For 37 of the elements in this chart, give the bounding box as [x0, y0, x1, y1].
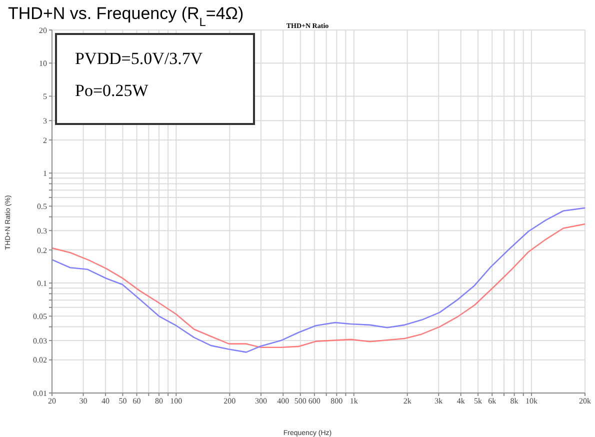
x-tick-label: 20k — [579, 396, 591, 406]
x-tick-label: 2k — [403, 396, 412, 406]
annotation: PVDD=5.0V/3.7V — [75, 49, 204, 69]
x-tick-label: 5k — [474, 396, 482, 406]
x-tick-label: 8k — [510, 396, 518, 406]
x-tick-label: 60 — [132, 396, 141, 406]
x-tick-label: 200 — [224, 396, 236, 406]
y-tick-label: 0.05 — [33, 312, 47, 321]
y-tick-label: 0.1 — [37, 278, 47, 288]
x-tick-label: 40 — [101, 396, 110, 406]
x-tick-label: 100 — [170, 396, 182, 406]
y-tick-label: 0.03 — [33, 336, 47, 346]
x-tick-label: 30 — [79, 396, 88, 406]
x-tick-label: 80 — [154, 396, 163, 406]
y-tick-label: 10 — [39, 58, 47, 68]
y-tick-label: 3 — [43, 116, 47, 126]
x-tick-label: 4k — [456, 396, 465, 406]
y-tick-label: 0.3 — [37, 226, 47, 236]
x-tick-label: 600 — [308, 396, 320, 406]
x-tick-label: 1k — [350, 396, 358, 406]
x-tick-label: 400 — [277, 396, 290, 406]
x-tick-label: 300 — [254, 396, 267, 406]
y-tick-label: 5 — [43, 92, 47, 102]
x-tick-label: 3k — [434, 396, 443, 406]
x-tick-label: 10k — [526, 396, 538, 406]
y-tick-label: 0.5 — [37, 202, 47, 212]
y-tick-label: 0.2 — [37, 246, 47, 255]
x-tick-label: 50 — [118, 396, 127, 406]
x-tick-label: 500 — [294, 396, 306, 406]
y-tick-label: 0.02 — [33, 356, 47, 365]
y-tick-label: 0.01 — [33, 388, 47, 398]
x-tick-label: 800 — [330, 396, 343, 406]
annotation: Po=0.25W — [75, 81, 150, 101]
text-box: PVDD=5.0V/3.7V Po=0.25W — [55, 33, 255, 125]
x-tick-label: 6k — [488, 396, 496, 406]
y-tick-label: 1 — [43, 168, 47, 178]
y-tick-label: 2 — [43, 136, 47, 145]
